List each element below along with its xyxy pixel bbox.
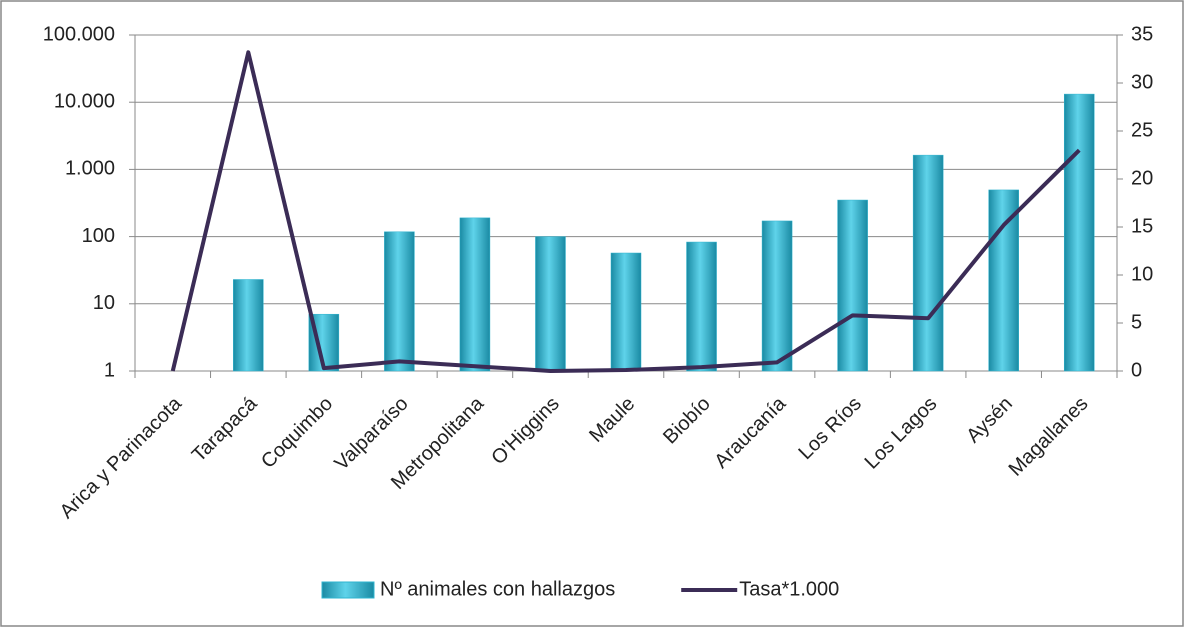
bar (535, 236, 566, 372)
bar (686, 241, 717, 372)
legend-label: Nº animales con hallazgos (380, 578, 615, 600)
bar (384, 231, 415, 372)
bar (912, 154, 944, 372)
line (170, 50, 1081, 373)
y-tick-label: 10.000 (54, 90, 115, 112)
y-tick-label: 1.000 (65, 158, 115, 180)
bar (837, 199, 868, 372)
bar (988, 189, 1019, 372)
y2-tick-label: 25 (1131, 119, 1153, 141)
y2-tick-label: 15 (1131, 215, 1153, 237)
bar (761, 220, 793, 372)
y2-tick-label: 30 (1131, 71, 1153, 93)
y-tick-label: 10 (93, 292, 115, 314)
y2-tick-label: 5 (1131, 311, 1142, 333)
legend-swatch (321, 581, 375, 599)
y2-tick-label: 35 (1131, 23, 1153, 45)
y-tick-label: 1 (104, 359, 115, 381)
y2-tick-label: 10 (1131, 263, 1153, 285)
bar (233, 279, 264, 372)
y-tick-label: 100 (82, 225, 115, 247)
bar (459, 217, 491, 372)
bar (1063, 93, 1095, 372)
legend-label: Tasa*1.000 (739, 578, 839, 600)
y2-tick-label: 20 (1131, 167, 1153, 189)
y2-tick-label: 0 (1131, 359, 1142, 381)
bar (610, 252, 642, 372)
y-tick-label: 100.000 (43, 23, 115, 45)
